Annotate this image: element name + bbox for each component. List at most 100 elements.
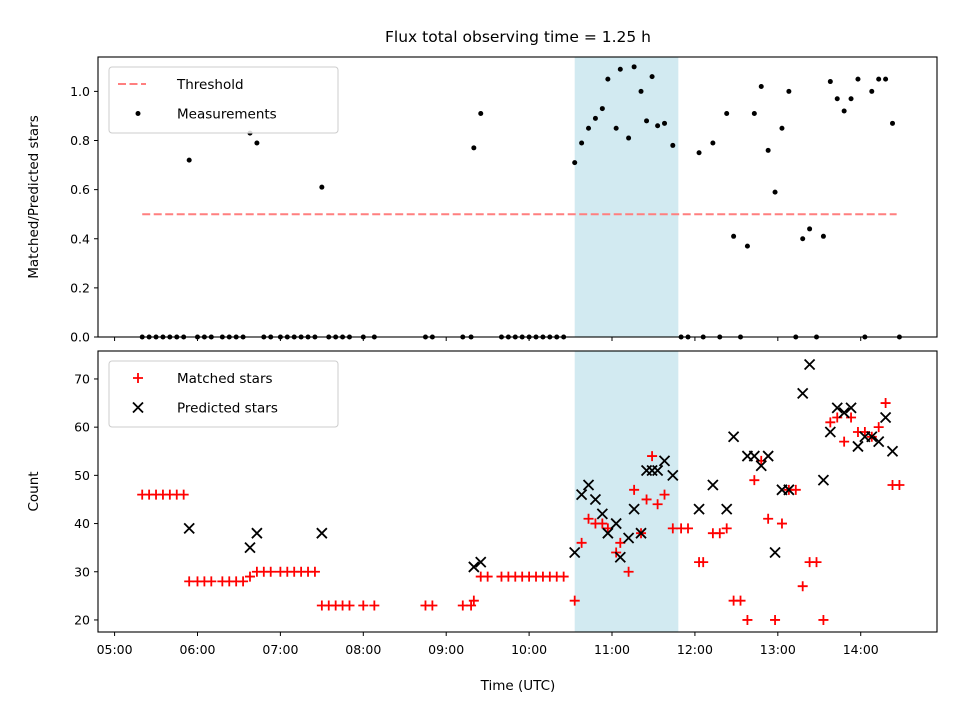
x-tick-label: 10:00 — [511, 642, 547, 657]
matched-stars-point — [763, 513, 774, 524]
matched-stars-point — [238, 576, 249, 587]
predicted-stars-point — [727, 431, 740, 443]
measurement-point — [644, 118, 650, 124]
predicted-stars-point — [244, 542, 256, 554]
predicted-stars-point — [475, 556, 487, 568]
predicted-stars-point — [569, 546, 581, 559]
measurement-point — [638, 88, 644, 94]
top-legend-box — [108, 66, 339, 134]
measurement-point — [786, 88, 792, 94]
measurement-point — [731, 233, 737, 239]
matched-stars-point — [859, 426, 870, 437]
predicted-stars-point — [610, 517, 622, 530]
x-tick-label: 07:00 — [262, 642, 298, 657]
legend-matched-swatch — [133, 373, 143, 383]
bottom-legend-box — [108, 360, 339, 428]
predicted-stars-point — [693, 503, 705, 515]
bottom-y-tick-label: 70 — [74, 371, 90, 386]
matched-stars-point — [265, 566, 276, 577]
top-legend: Threshold Measurements — [108, 66, 339, 134]
measurement-point — [876, 76, 882, 82]
top-panel: 0.0 0.2 0.4 0.6 0.8 1.0 Matched/Predicted star… — [26, 56, 938, 345]
bottom-y-tick-label: 40 — [74, 516, 90, 531]
matched-stars-point — [894, 479, 905, 490]
predicted-stars-point — [582, 479, 595, 491]
measurement-point — [834, 96, 840, 102]
measurement-point — [779, 125, 785, 131]
bottom-legend: Matched stars Predicted stars — [108, 360, 339, 428]
measurement-point — [883, 76, 889, 82]
measurement-point — [807, 226, 813, 232]
measurement-point — [186, 157, 192, 163]
matched-stars-point — [309, 566, 320, 577]
top-y-tick-label: 0.6 — [70, 182, 90, 197]
matched-stars-point — [244, 571, 255, 582]
matched-stars-point — [659, 489, 670, 500]
measurement-point — [599, 106, 605, 112]
x-tick-label: 06:00 — [179, 642, 215, 657]
matched-stars-point — [721, 523, 732, 534]
bottom-y-tick-label: 50 — [74, 468, 90, 483]
matched-stars-point — [641, 494, 652, 505]
measurement-point — [869, 88, 875, 94]
measurement-point — [696, 150, 702, 156]
predicted-stars-point — [635, 527, 647, 539]
matched-stars-point — [735, 595, 746, 606]
predicted-stars-point — [852, 440, 864, 453]
predicted-stars-point — [721, 503, 733, 515]
top-y-tick-label: 0.2 — [70, 280, 90, 295]
matched-stars-point — [839, 436, 850, 447]
matched-stars-point — [825, 417, 836, 428]
bottom-axes-frame — [97, 350, 938, 633]
bottom-y-tick-label: 30 — [74, 564, 90, 579]
measurement-point — [592, 115, 598, 121]
matched-stars-point — [206, 576, 217, 587]
predicted-stars-point — [628, 503, 640, 515]
predicted-stars-point — [783, 484, 795, 496]
chart-title: Flux total observing time = 1.25 h — [385, 28, 651, 46]
matched-stars-point — [880, 398, 891, 409]
measurement-point — [765, 147, 771, 153]
matched-stars-point — [811, 557, 822, 568]
measurement-point — [820, 233, 826, 239]
measurement-point — [772, 189, 778, 195]
bottom-panel: 20 30 40 50 60 70 05:00 06:00 07:00 08:00 09:00 10:… — [26, 350, 938, 657]
predicted-stars-point — [797, 387, 809, 400]
legend-predicted-swatch — [132, 401, 144, 414]
predicted-stars-point — [251, 527, 263, 539]
matched-stars-point — [623, 566, 634, 577]
measurement-point — [613, 125, 619, 131]
predicted-stars-point — [879, 411, 892, 424]
matched-stars-point — [358, 600, 369, 611]
measurement-point — [662, 120, 668, 126]
matched-stars-point — [790, 484, 801, 495]
measurement-point — [751, 110, 757, 116]
predicted-stars-point — [838, 407, 850, 419]
measurement-point — [800, 236, 806, 242]
predicted-stars-point — [845, 402, 857, 414]
matched-stars-point — [797, 581, 808, 592]
legend-label: Matched stars — [177, 371, 273, 387]
predicted-stars-point — [589, 493, 602, 506]
matched-stars-point — [427, 600, 438, 611]
x-tick-label: 08:00 — [345, 642, 381, 657]
bottom-y-axis-label: Count — [26, 471, 42, 511]
measurement-point — [478, 110, 484, 116]
predicted-stars-point — [622, 532, 635, 544]
predicted-stars-point — [707, 479, 719, 491]
bottom-y-tick-label: 20 — [74, 612, 90, 627]
x-tick-label: 09:00 — [428, 642, 464, 657]
x-tick-label: 14:00 — [843, 642, 879, 657]
predicted-stars-point — [831, 402, 843, 414]
matched-stars-point — [873, 422, 884, 433]
legend-label: Predicted stars — [177, 401, 278, 417]
predicted-stars-point — [769, 546, 781, 559]
predicted-stars-point — [762, 450, 774, 462]
matched-stars-point — [770, 614, 781, 625]
top-y-axis-label: Matched/Predicted stars — [26, 115, 42, 278]
matched-stars-point — [683, 523, 694, 534]
x-axis-label: Time (UTC) — [480, 678, 556, 694]
measurement-point — [319, 184, 325, 190]
predicted-stars-point — [755, 460, 767, 472]
